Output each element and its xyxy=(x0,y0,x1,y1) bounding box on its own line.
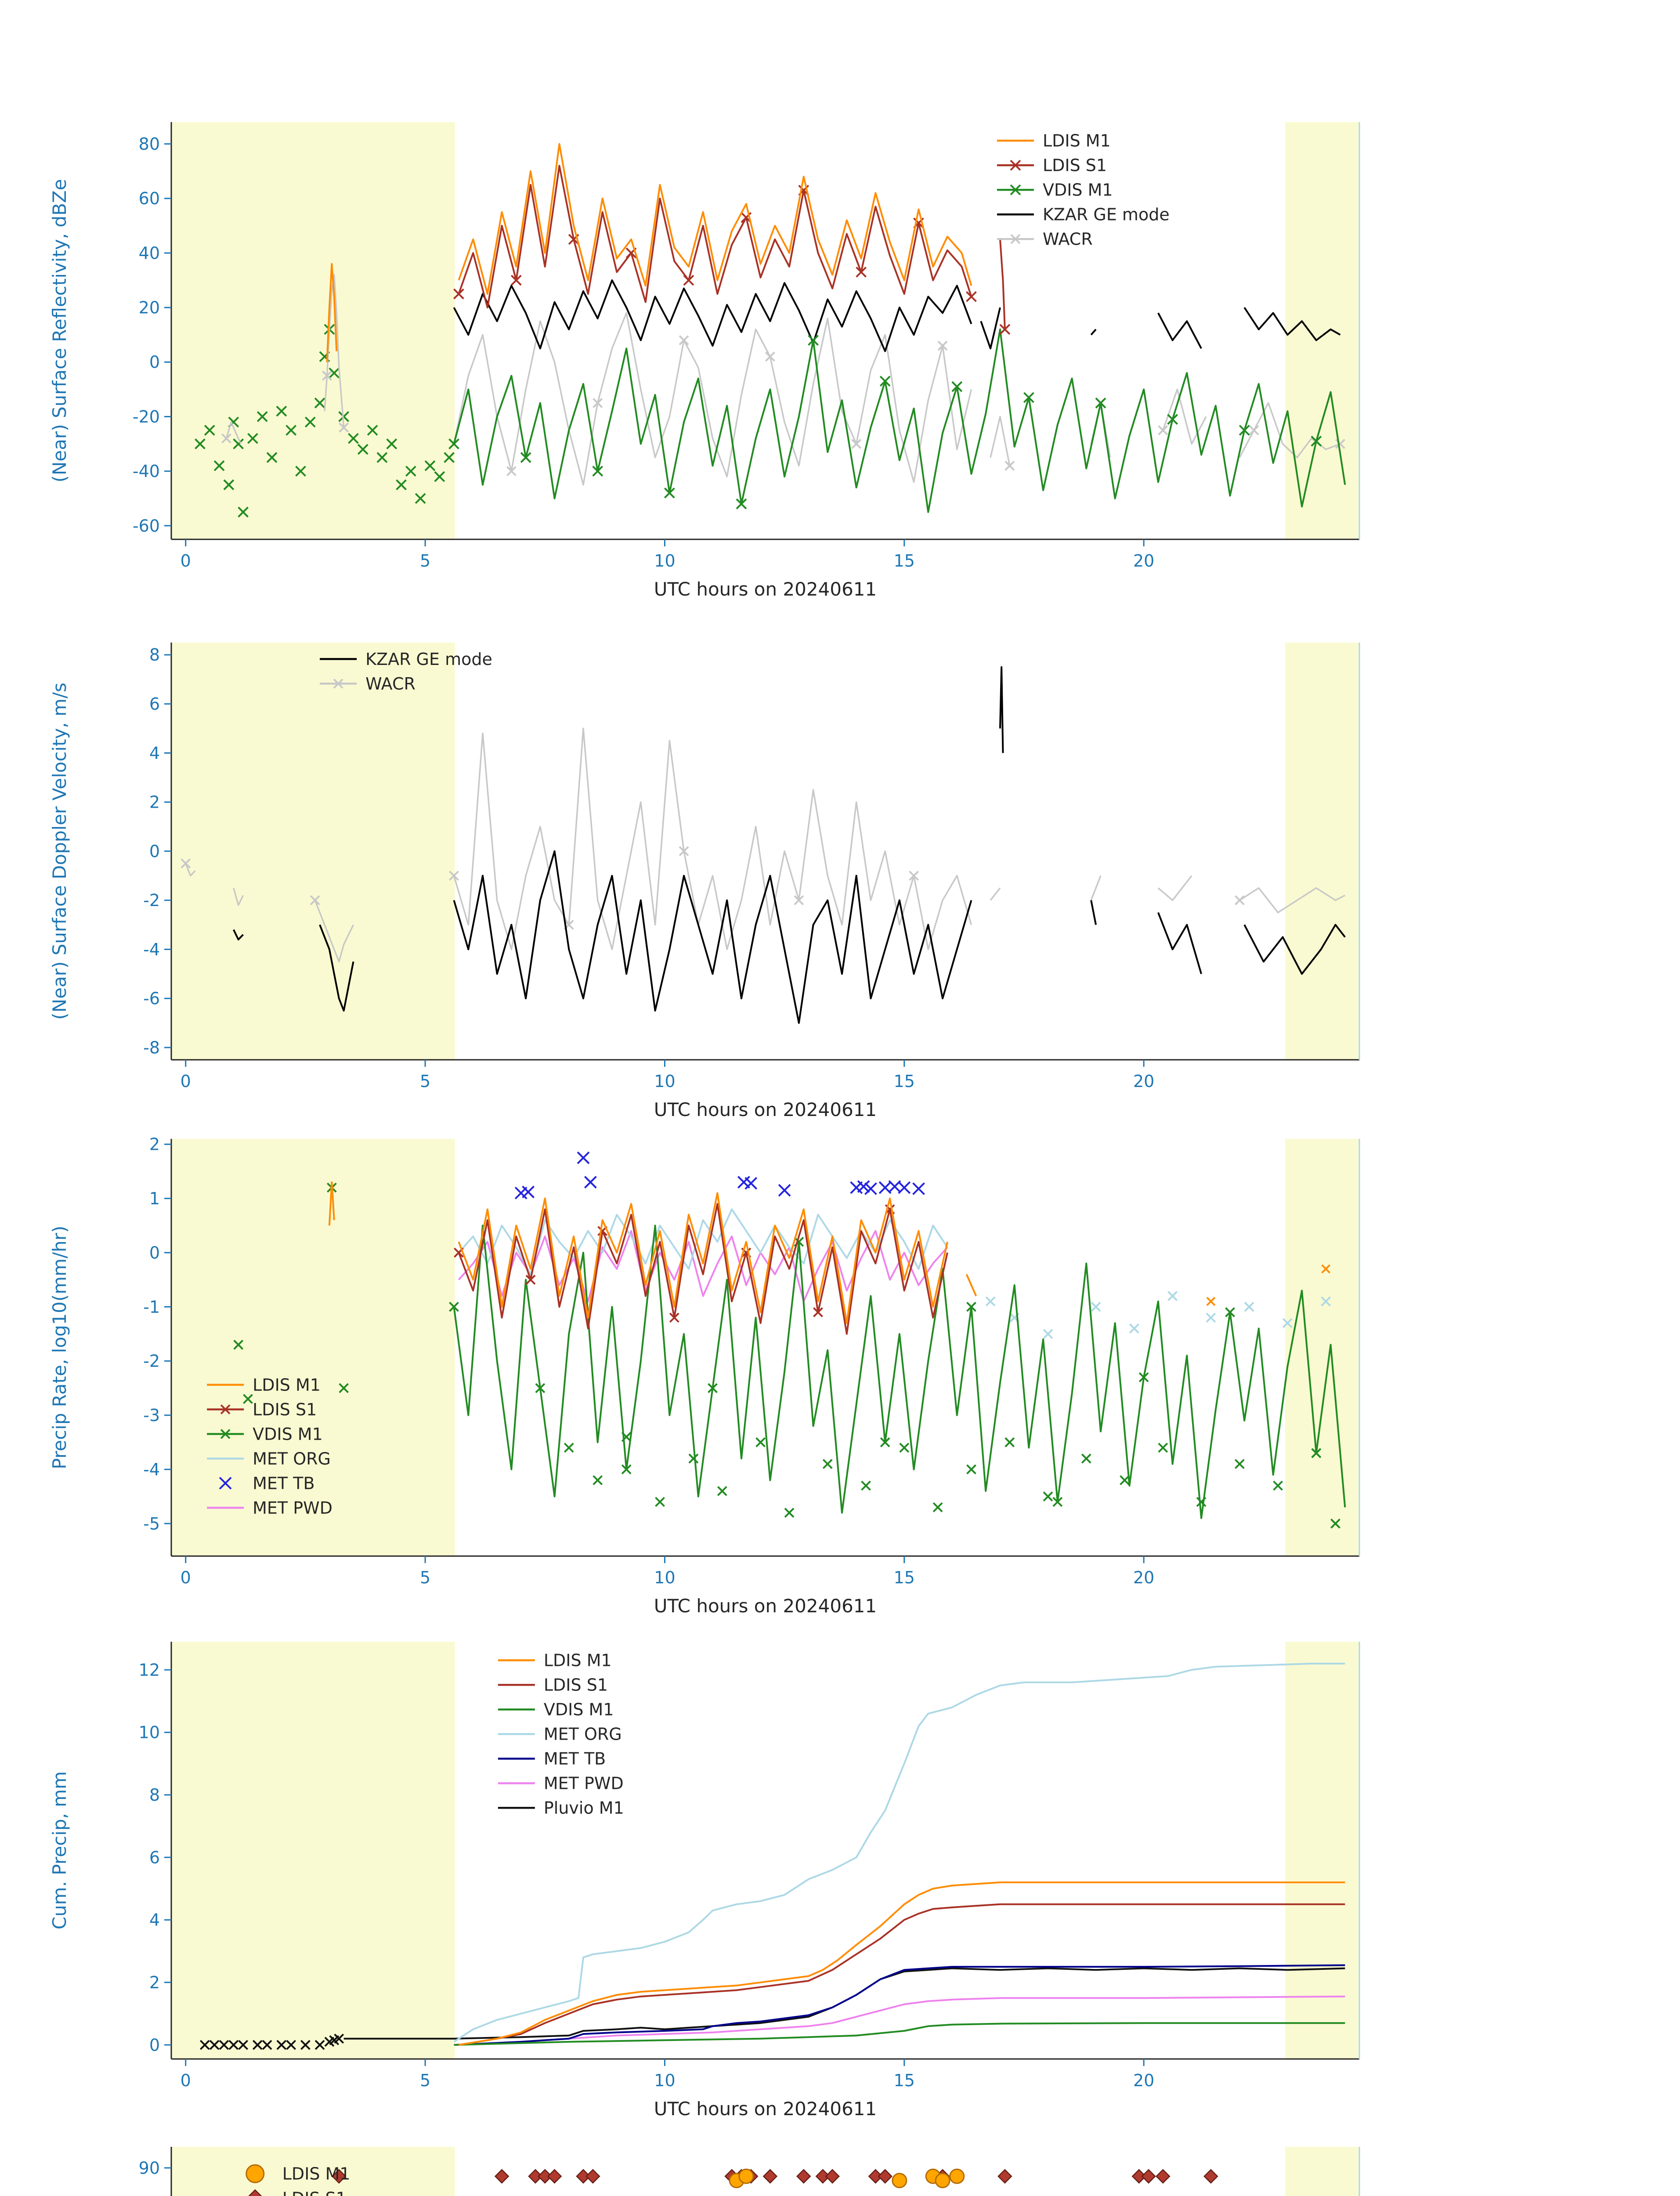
panel-precip-rate: 0 5 10 15 20 -5 -4 -3 -2 -1 0 1 2 UTC hours on 202406… xyxy=(0,1131,1680,1623)
svg-text:LDIS S1: LDIS S1 xyxy=(544,1676,608,1695)
panel-doppler-velocity: 0 5 10 15 20 -8 -6 -4 -2 0 2 4 6 8 UTC hours on 202406… xyxy=(0,635,1680,1127)
svg-text:UTC hours on 20240611: UTC hours on 20240611 xyxy=(654,2098,877,2120)
svg-text:6: 6 xyxy=(149,694,160,714)
svg-text:1: 1 xyxy=(149,1189,160,1208)
svg-text:0: 0 xyxy=(181,2071,191,2090)
svg-text:UTC hours on 20240611: UTC hours on 20240611 xyxy=(654,1595,877,1617)
svg-text:10: 10 xyxy=(654,551,675,571)
svg-text:10: 10 xyxy=(139,1723,160,1742)
svg-text:-2: -2 xyxy=(143,1351,160,1371)
svg-text:MET ORG: MET ORG xyxy=(253,1449,331,1468)
svg-text:MET TB: MET TB xyxy=(544,1749,606,1769)
svg-text:4: 4 xyxy=(149,744,160,763)
svg-text:VDIS M1: VDIS M1 xyxy=(253,1424,323,1444)
svg-text:LDIS M1: LDIS M1 xyxy=(253,1375,321,1394)
svg-text:-6: -6 xyxy=(143,989,160,1008)
svg-text:LDIS M1: LDIS M1 xyxy=(1043,131,1111,151)
svg-text:90: 90 xyxy=(139,2158,160,2178)
svg-text:MET PWD: MET PWD xyxy=(253,1498,332,1517)
cumulative-precip-chart: 0 5 10 15 20 0 2 4 6 8 10 12 UTC hours on 20240611 Cu… xyxy=(49,1642,1360,2120)
svg-text:-1: -1 xyxy=(143,1297,160,1317)
svg-text:MET PWD: MET PWD xyxy=(544,1774,624,1793)
svg-text:15: 15 xyxy=(894,1072,915,1091)
svg-text:4: 4 xyxy=(149,1911,160,1930)
svg-text:(Near) Surface Reflectivity, d: (Near) Surface Reflectivity, dBZe xyxy=(49,179,70,482)
svg-text:0: 0 xyxy=(181,1568,191,1587)
svg-text:6: 6 xyxy=(149,1848,160,1867)
svg-text:0: 0 xyxy=(181,551,191,571)
svg-text:12: 12 xyxy=(139,1660,160,1680)
svg-text:0: 0 xyxy=(181,1072,191,1091)
svg-text:5: 5 xyxy=(420,1568,430,1587)
svg-text:80: 80 xyxy=(139,134,160,154)
svg-text:15: 15 xyxy=(894,1568,915,1587)
svg-text:20: 20 xyxy=(139,298,160,318)
svg-text:-3: -3 xyxy=(143,1406,160,1425)
doppler-velocity-chart: 0 5 10 15 20 -8 -6 -4 -2 0 2 4 6 8 UTC hours on 202406… xyxy=(49,643,1360,1120)
svg-text:VDIS M1: VDIS M1 xyxy=(544,1700,614,1719)
svg-text:8: 8 xyxy=(149,1785,160,1805)
svg-text:20: 20 xyxy=(1133,1568,1154,1587)
svg-text:-4: -4 xyxy=(143,940,160,959)
svg-text:2: 2 xyxy=(149,793,160,812)
svg-text:2: 2 xyxy=(149,1973,160,1992)
svg-text:0: 0 xyxy=(149,2035,160,2055)
svg-text:KZAR GE mode: KZAR GE mode xyxy=(1043,205,1170,224)
svg-text:LDIS S1: LDIS S1 xyxy=(282,2189,347,2196)
svg-text:5: 5 xyxy=(420,551,430,571)
svg-text:5: 5 xyxy=(420,2071,430,2090)
svg-text:20: 20 xyxy=(1133,2071,1154,2090)
svg-text:0: 0 xyxy=(149,353,160,372)
svg-text:MET TB: MET TB xyxy=(253,1474,314,1493)
svg-text:WACR: WACR xyxy=(1043,230,1093,249)
panel-surface-reflectivity: 0 5 10 15 20 -60 -40 -20 0 20 40 60 80 UTC hours on 2… xyxy=(0,114,1680,606)
svg-text:LDIS M1: LDIS M1 xyxy=(544,1651,612,1670)
svg-text:15: 15 xyxy=(894,2071,915,2090)
svg-text:(Near) Surface Doppler Velocit: (Near) Surface Doppler Velocity, m/s xyxy=(49,683,70,1020)
svg-text:Pluvio M1: Pluvio M1 xyxy=(544,1799,624,1818)
svg-text:LDIS S1: LDIS S1 xyxy=(253,1400,317,1419)
svg-text:KZAR GE mode: KZAR GE mode xyxy=(365,650,492,669)
svg-text:MET ORG: MET ORG xyxy=(544,1725,622,1744)
svg-text:2: 2 xyxy=(149,1135,160,1154)
svg-text:0: 0 xyxy=(149,842,160,861)
svg-text:LDIS S1: LDIS S1 xyxy=(1043,156,1107,175)
svg-text:5: 5 xyxy=(420,1072,430,1091)
svg-text:-4: -4 xyxy=(143,1460,160,1479)
svg-text:60: 60 xyxy=(139,189,160,208)
svg-text:8: 8 xyxy=(149,645,160,665)
svg-text:-2: -2 xyxy=(143,891,160,910)
svg-text:15: 15 xyxy=(894,551,915,571)
svg-text:Cum. Precip, mm: Cum. Precip, mm xyxy=(49,1771,70,1929)
precip-rate-chart: 0 5 10 15 20 -5 -4 -3 -2 -1 0 1 2 UTC hours on 202406… xyxy=(49,1135,1360,1617)
panel-cumulative-precip: 0 5 10 15 20 0 2 4 6 8 10 12 UTC hours on 20240611 Cu… xyxy=(0,1634,1680,2126)
svg-text:-60: -60 xyxy=(133,516,160,535)
svg-text:LDIS M1: LDIS M1 xyxy=(282,2164,350,2184)
svg-text:-20: -20 xyxy=(133,407,160,426)
svg-text:10: 10 xyxy=(654,2071,675,2090)
svg-text:0: 0 xyxy=(149,1243,160,1262)
svg-text:UTC hours on 20240611: UTC hours on 20240611 xyxy=(654,578,877,600)
svg-text:-40: -40 xyxy=(133,462,160,481)
svg-text:WACR: WACR xyxy=(365,674,415,693)
svg-text:10: 10 xyxy=(654,1072,675,1091)
svg-text:20: 20 xyxy=(1133,1072,1154,1091)
svg-text:-5: -5 xyxy=(143,1514,160,1533)
surface-reflectivity-chart: 0 5 10 15 20 -60 -40 -20 0 20 40 60 80 UTC hours on 2… xyxy=(49,122,1360,600)
svg-text:20: 20 xyxy=(1133,551,1154,571)
weather-codes-chart: 051015200102030405060708090UTC hours on … xyxy=(139,2147,1360,2196)
svg-text:40: 40 xyxy=(139,243,160,263)
svg-text:-8: -8 xyxy=(143,1038,160,1057)
svg-text:VDIS M1: VDIS M1 xyxy=(1043,181,1113,200)
panel-weather-codes: 051015200102030405060708090UTC hours on … xyxy=(0,2139,1680,2196)
svg-text:10: 10 xyxy=(654,1568,675,1587)
svg-text:UTC hours on 20240611: UTC hours on 20240611 xyxy=(654,1099,877,1120)
svg-text:Precip Rate, log10(mm/hr): Precip Rate, log10(mm/hr) xyxy=(49,1226,70,1470)
